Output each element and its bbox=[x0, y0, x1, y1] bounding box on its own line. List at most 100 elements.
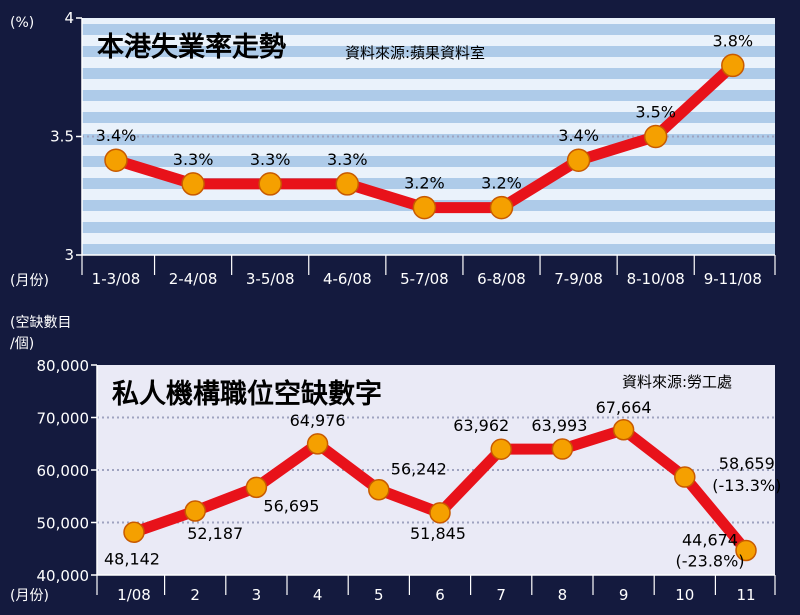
x-tick-label-bottom: 4 bbox=[313, 586, 323, 604]
plot-stripe-top bbox=[82, 222, 775, 233]
x-axis-label-bottom: (月份) bbox=[10, 588, 49, 604]
data-label-top: 3.4% bbox=[96, 126, 137, 145]
x-tick-label-bottom: 3 bbox=[252, 586, 262, 604]
y-tick-label-top: 3.5 bbox=[50, 128, 74, 146]
vacancy-chart: 私人機構職位空缺數字 資料來源:勞工處 (空缺數目 /個) (月份) 80,00… bbox=[10, 315, 781, 604]
data-label-bottom: 56,695 bbox=[263, 496, 319, 515]
x-tick-label-bottom: 10 bbox=[675, 586, 694, 604]
x-tick-label-top: 1-3/08 bbox=[92, 270, 141, 288]
chart-title-top: 本港失業率走勢 bbox=[97, 31, 286, 63]
data-label-bottom: 52,187 bbox=[187, 524, 243, 543]
x-tick-label-bottom: 2 bbox=[190, 586, 200, 604]
change-annotation-bottom: (-23.8%) bbox=[675, 551, 744, 570]
y-tick-label-bottom: 40,000 bbox=[37, 567, 90, 585]
y-axis-label-bottom-line1: (空缺數目 bbox=[10, 315, 71, 331]
x-tick-label-top: 6-8/08 bbox=[477, 270, 526, 288]
unemployment-chart: 本港失業率走勢 資料來源:蘋果資料室 (%) (月份) 43.53 1-3/08… bbox=[10, 9, 776, 289]
data-labels-top: 3.4% 3.3% 3.3% 3.3% 3.2% 3.2% 3.4% 3.5% 3.8% bbox=[96, 31, 753, 192]
data-label-bottom: 58,659 bbox=[719, 454, 775, 473]
series-bottom bbox=[123, 419, 757, 562]
x-tick-label-bottom: 5 bbox=[374, 586, 384, 604]
y-tick-label-bottom: 70,000 bbox=[37, 410, 90, 428]
y-tick-label-bottom: 60,000 bbox=[37, 462, 90, 480]
plot-stripe-top bbox=[82, 46, 775, 57]
x-tick-label-top: 8-10/08 bbox=[627, 270, 685, 288]
y-tick-label-top: 4 bbox=[64, 9, 74, 27]
data-point-bottom bbox=[674, 466, 696, 488]
data-label-top: 3.3% bbox=[327, 150, 368, 169]
data-point-bottom bbox=[735, 539, 757, 562]
data-label-bottom: 63,962 bbox=[453, 416, 509, 435]
x-tick-label-top: 7-9/08 bbox=[554, 270, 603, 288]
source-label-bottom: 資料來源:勞工處 bbox=[622, 373, 732, 391]
data-label-top: 3.3% bbox=[173, 150, 214, 169]
data-point-bottom bbox=[306, 433, 329, 455]
data-point-top bbox=[643, 124, 668, 149]
plot-stripe-top bbox=[82, 134, 775, 145]
x-tick-label-top: 2-4/08 bbox=[169, 270, 218, 288]
data-label-top: 3.2% bbox=[481, 174, 522, 193]
data-point-bottom bbox=[184, 500, 206, 522]
x-tick-label-top: 4-6/08 bbox=[323, 270, 372, 288]
plot-stripe-top bbox=[82, 178, 775, 189]
data-point-bottom bbox=[612, 419, 635, 441]
x-tick-label-top: 3-5/08 bbox=[246, 270, 295, 288]
data-point-top bbox=[566, 148, 591, 172]
x-tick-label-bottom: 7 bbox=[496, 586, 506, 604]
data-point-bottom bbox=[245, 476, 268, 499]
x-tick-label-bottom: 8 bbox=[558, 586, 568, 604]
data-point-top bbox=[335, 172, 360, 196]
y-tick-label-bottom: 80,000 bbox=[37, 357, 90, 375]
data-labels-bottom: 48,142 52,187 56,695 64,976 56,242 51,845 63,9… bbox=[104, 398, 781, 571]
y-ticks-top: 43.53 bbox=[50, 9, 82, 264]
x-tick-label-bottom: 1/08 bbox=[117, 586, 151, 604]
plot-stripe-top bbox=[82, 90, 775, 101]
data-point-top bbox=[181, 172, 205, 196]
plot-stripe-top bbox=[82, 68, 775, 79]
data-label-top: 3.4% bbox=[558, 126, 599, 145]
x-tick-label-bottom: 6 bbox=[435, 586, 445, 604]
plot-stripe-top bbox=[82, 156, 775, 167]
data-point-bottom bbox=[429, 502, 451, 524]
x-tick-label-bottom: 11 bbox=[736, 586, 755, 604]
data-label-bottom: 67,664 bbox=[596, 398, 652, 417]
data-label-bottom: 64,976 bbox=[290, 411, 346, 430]
plot-stripe-top bbox=[82, 244, 775, 255]
data-label-bottom: 48,142 bbox=[104, 549, 160, 568]
data-label-top: 3.5% bbox=[635, 103, 676, 122]
x-tick-label-bottom: 9 bbox=[619, 586, 629, 604]
x-tick-label-top: 5-7/08 bbox=[400, 270, 449, 288]
series-top bbox=[104, 53, 745, 220]
data-label-bottom: 56,242 bbox=[391, 460, 447, 479]
data-point-top bbox=[721, 53, 745, 78]
data-point-top bbox=[104, 148, 128, 172]
x-axis-label-top: (月份) bbox=[10, 273, 49, 289]
data-label-top: 3.8% bbox=[712, 31, 753, 50]
plot-stripe-top bbox=[82, 112, 775, 123]
x-tick-label-top: 9-11/08 bbox=[704, 270, 762, 288]
data-point-top bbox=[258, 172, 282, 196]
data-label-bottom: 51,845 bbox=[410, 524, 466, 543]
data-point-bottom bbox=[490, 438, 512, 460]
gridlines-bottom bbox=[97, 416, 775, 524]
data-point-bottom bbox=[123, 521, 145, 544]
plot-stripe-top bbox=[82, 24, 775, 35]
y-ticks-bottom: 80,000 70,000 60,000 50,000 40,000 bbox=[37, 357, 97, 585]
data-label-bottom: 63,993 bbox=[531, 416, 587, 435]
data-point-bottom bbox=[368, 478, 390, 501]
y-tick-label-bottom: 50,000 bbox=[37, 515, 90, 533]
x-ticks-bottom: 1/08 2 3 4 5 6 7 8 9 10 11 bbox=[96, 575, 776, 604]
data-label-bottom: 44,674 bbox=[682, 530, 738, 549]
data-label-top: 3.3% bbox=[250, 150, 291, 169]
y-axis-label-bottom-line2: /個) bbox=[10, 336, 34, 352]
source-label-top: 資料來源:蘋果資料室 bbox=[345, 44, 485, 62]
chart-title-bottom: 私人機構職位空缺數字 bbox=[112, 378, 382, 410]
data-point-top bbox=[412, 195, 437, 220]
data-point-bottom bbox=[551, 438, 574, 460]
y-axis-label-top: (%) bbox=[10, 15, 34, 31]
y-tick-label-top: 3 bbox=[64, 246, 74, 264]
x-ticks-top: 1-3/08 2-4/08 3-5/08 4-6/08 5-7/08 6-8/08 7-9/… bbox=[81, 255, 776, 288]
change-annotation-bottom: (-13.3%) bbox=[712, 476, 781, 495]
data-label-top: 3.2% bbox=[404, 174, 445, 193]
